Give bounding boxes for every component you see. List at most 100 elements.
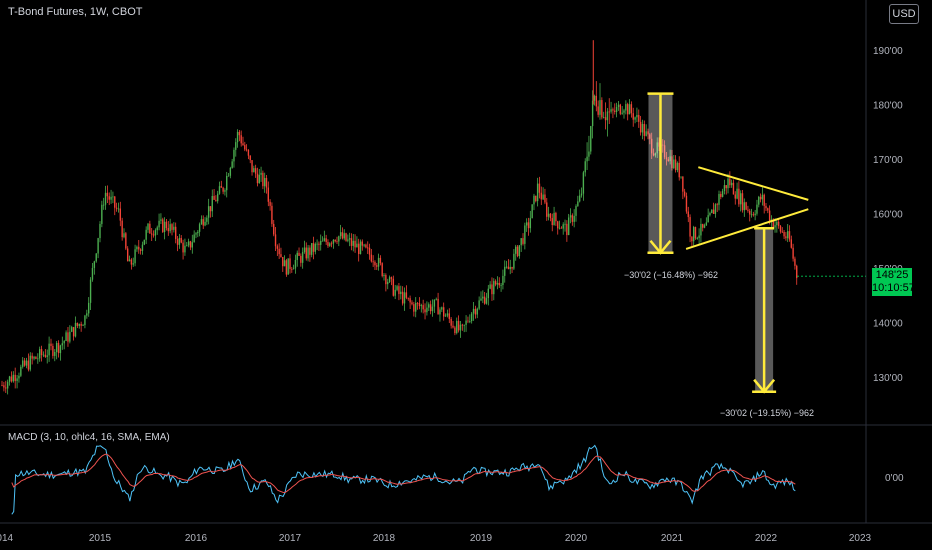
candle xyxy=(405,285,408,300)
candle xyxy=(163,217,166,240)
candle xyxy=(513,248,515,271)
candle-body xyxy=(720,194,722,197)
candle-body xyxy=(673,159,675,169)
candle xyxy=(647,128,649,140)
candle-body xyxy=(147,223,149,230)
candle xyxy=(345,232,347,242)
candle xyxy=(738,181,740,207)
candle-body xyxy=(569,215,572,218)
candle-body xyxy=(216,193,219,202)
candle-body xyxy=(416,302,419,304)
candle xyxy=(761,187,764,206)
macd-title: MACD (3, 10, ohlc4, 16, SMA, EMA) xyxy=(8,432,170,443)
candle xyxy=(654,152,657,158)
candles xyxy=(1,40,798,395)
candle xyxy=(685,192,688,214)
candle-body xyxy=(794,258,796,266)
candle-body xyxy=(84,315,86,326)
candle-body xyxy=(400,291,402,295)
candle xyxy=(305,242,307,261)
candle-body xyxy=(125,233,127,249)
candle xyxy=(352,233,354,252)
time-axis[interactable]: 2014 2015 2016 2017 2018 2019 2020 2021 2022 2023 xyxy=(0,533,872,544)
candle-body xyxy=(285,260,288,275)
candle-body xyxy=(283,260,286,267)
candle-body xyxy=(112,196,114,198)
candle xyxy=(649,133,651,145)
candle-body xyxy=(712,209,715,214)
candle-body xyxy=(405,292,408,298)
candle xyxy=(480,291,482,302)
candle-body xyxy=(123,233,125,238)
candle xyxy=(298,247,300,257)
candle-body xyxy=(240,135,242,144)
candle-body xyxy=(247,149,250,156)
candle xyxy=(617,101,620,111)
candle xyxy=(792,243,794,262)
candle xyxy=(566,220,568,242)
candle-body xyxy=(522,238,524,244)
candle xyxy=(741,190,744,213)
candle-body xyxy=(22,360,24,367)
candle-body xyxy=(407,297,409,299)
candle xyxy=(413,301,415,317)
candle xyxy=(470,311,473,324)
candle xyxy=(256,167,259,187)
candle xyxy=(783,230,785,239)
candle xyxy=(265,175,268,194)
candle xyxy=(569,208,572,224)
candle-body xyxy=(115,207,118,209)
candle-body xyxy=(251,160,253,173)
candle xyxy=(280,247,282,258)
candle-body xyxy=(515,246,517,254)
candle xyxy=(515,244,517,261)
candle xyxy=(428,302,430,312)
candle-body xyxy=(429,304,432,312)
candle-body xyxy=(187,241,190,246)
candle xyxy=(339,224,342,240)
candle xyxy=(206,215,208,226)
candle-body xyxy=(16,378,18,382)
candle-body xyxy=(593,95,596,101)
candle-body xyxy=(743,202,746,211)
candle xyxy=(595,81,598,112)
candle xyxy=(663,140,666,160)
candle xyxy=(387,278,389,290)
candle xyxy=(274,226,277,251)
candle-body xyxy=(211,195,213,212)
candle xyxy=(145,226,147,244)
candle xyxy=(656,137,658,159)
candle xyxy=(482,290,484,304)
candle-body xyxy=(707,215,709,223)
candle xyxy=(300,253,302,267)
y-tick-label: 190'00 xyxy=(873,46,903,57)
currency-button[interactable]: USD xyxy=(889,4,919,24)
candle-body xyxy=(160,219,162,221)
candle xyxy=(400,285,402,300)
candle xyxy=(645,124,647,137)
candle xyxy=(130,258,133,270)
candle-body xyxy=(87,302,90,314)
candle-body xyxy=(448,313,450,319)
candle xyxy=(80,321,82,332)
price-axis[interactable]: 190'00180'00170'00160'00150'00140'00130'… xyxy=(873,46,904,484)
candle xyxy=(678,156,680,181)
candle xyxy=(291,266,293,273)
candle xyxy=(38,346,41,362)
candle xyxy=(626,102,629,121)
candle-body xyxy=(5,387,7,389)
candle-body xyxy=(615,107,618,112)
candle xyxy=(350,233,353,251)
candle-body xyxy=(278,248,280,255)
drawing-annotations[interactable] xyxy=(647,92,866,394)
candle xyxy=(691,236,693,248)
candle-body xyxy=(694,227,697,239)
measure-label-1: −30'02 (−16.48%) −962 xyxy=(624,270,719,280)
candle xyxy=(580,187,583,198)
candle xyxy=(119,201,122,227)
candle xyxy=(676,161,679,173)
candle-body xyxy=(456,320,458,334)
candle xyxy=(361,239,364,251)
candle-body xyxy=(108,196,110,200)
